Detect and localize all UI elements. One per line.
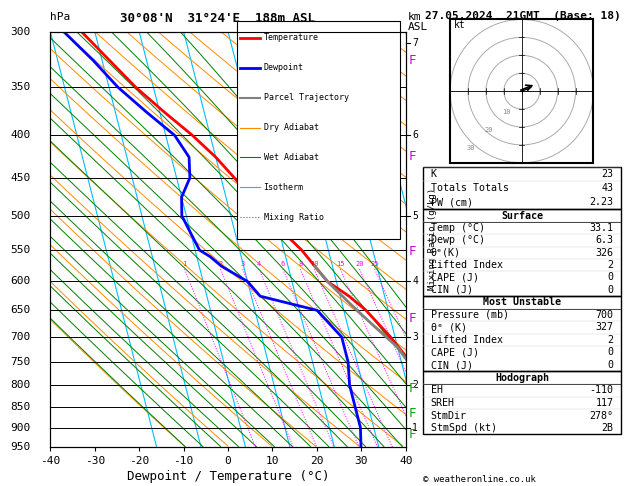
Text: 500: 500 bbox=[11, 211, 31, 221]
Text: 700: 700 bbox=[596, 310, 613, 320]
Text: 10: 10 bbox=[502, 109, 511, 115]
FancyBboxPatch shape bbox=[237, 21, 401, 239]
Text: 650: 650 bbox=[11, 305, 31, 315]
Text: 326: 326 bbox=[596, 248, 613, 258]
Text: Wet Adiabat: Wet Adiabat bbox=[264, 153, 318, 162]
Text: F: F bbox=[408, 382, 416, 396]
Text: 4: 4 bbox=[257, 261, 261, 267]
Text: 0: 0 bbox=[608, 347, 613, 358]
Text: F: F bbox=[408, 407, 416, 420]
Text: PW (cm): PW (cm) bbox=[431, 197, 472, 208]
Text: 15: 15 bbox=[336, 261, 345, 267]
Text: 2: 2 bbox=[218, 261, 223, 267]
Text: 550: 550 bbox=[11, 245, 31, 255]
Text: 43: 43 bbox=[601, 183, 613, 193]
Text: CIN (J): CIN (J) bbox=[431, 360, 472, 370]
Text: Mixing Ratio: Mixing Ratio bbox=[264, 213, 323, 222]
Text: 6.3: 6.3 bbox=[596, 235, 613, 245]
Text: 950: 950 bbox=[11, 442, 31, 452]
Text: 1: 1 bbox=[182, 261, 187, 267]
Text: km: km bbox=[408, 12, 421, 22]
Text: 6: 6 bbox=[412, 130, 418, 140]
Text: F: F bbox=[408, 150, 416, 163]
Text: Totals Totals: Totals Totals bbox=[431, 183, 509, 193]
Text: F: F bbox=[408, 245, 416, 259]
Text: Dewpoint: Dewpoint bbox=[264, 63, 304, 72]
Text: 2B: 2B bbox=[601, 423, 613, 433]
Text: 10: 10 bbox=[310, 261, 318, 267]
Text: CIN (J): CIN (J) bbox=[431, 285, 472, 295]
Text: 117: 117 bbox=[596, 398, 613, 408]
Text: © weatheronline.co.uk: © weatheronline.co.uk bbox=[423, 474, 535, 484]
Text: 4: 4 bbox=[412, 277, 418, 286]
Text: 25: 25 bbox=[370, 261, 379, 267]
Text: 6: 6 bbox=[281, 261, 285, 267]
Text: ASL: ASL bbox=[408, 22, 428, 32]
Text: 278°: 278° bbox=[589, 411, 613, 420]
Text: StmDir: StmDir bbox=[431, 411, 467, 420]
Text: Most Unstable: Most Unstable bbox=[483, 297, 561, 307]
Text: -110: -110 bbox=[589, 385, 613, 395]
Text: 20: 20 bbox=[355, 261, 364, 267]
Text: 300: 300 bbox=[11, 27, 31, 36]
Text: 0: 0 bbox=[608, 360, 613, 370]
Text: 1: 1 bbox=[412, 423, 418, 433]
Text: θᵉ(K): θᵉ(K) bbox=[431, 248, 460, 258]
Text: 350: 350 bbox=[11, 82, 31, 92]
Text: 8: 8 bbox=[298, 261, 303, 267]
Text: 400: 400 bbox=[11, 130, 31, 140]
Text: hPa: hPa bbox=[50, 12, 70, 22]
Text: 600: 600 bbox=[11, 277, 31, 286]
Text: Isotherm: Isotherm bbox=[264, 183, 304, 192]
Text: CAPE (J): CAPE (J) bbox=[431, 347, 479, 358]
Text: 0: 0 bbox=[608, 273, 613, 282]
Text: 27.05.2024  21GMT  (Base: 18): 27.05.2024 21GMT (Base: 18) bbox=[425, 11, 620, 21]
Text: 850: 850 bbox=[11, 402, 31, 412]
Text: 5: 5 bbox=[412, 211, 418, 221]
Text: 2: 2 bbox=[412, 380, 418, 390]
Text: Dewp (°C): Dewp (°C) bbox=[431, 235, 484, 245]
Text: 450: 450 bbox=[11, 173, 31, 183]
Text: Temperature: Temperature bbox=[264, 34, 318, 42]
Text: 30: 30 bbox=[466, 145, 475, 151]
Text: EH: EH bbox=[431, 385, 443, 395]
Text: F: F bbox=[408, 428, 416, 441]
Text: 23: 23 bbox=[601, 169, 613, 179]
Text: 2.23: 2.23 bbox=[589, 197, 613, 208]
Text: StmSpd (kt): StmSpd (kt) bbox=[431, 423, 497, 433]
Text: Temp (°C): Temp (°C) bbox=[431, 223, 484, 233]
Text: kt: kt bbox=[454, 20, 465, 31]
Text: F: F bbox=[408, 312, 416, 325]
Text: θᵉ (K): θᵉ (K) bbox=[431, 322, 467, 332]
Text: Dry Adiabat: Dry Adiabat bbox=[264, 123, 318, 132]
Text: Mixing Ratio (g/kg): Mixing Ratio (g/kg) bbox=[428, 188, 437, 291]
Text: Pressure (mb): Pressure (mb) bbox=[431, 310, 509, 320]
Text: SREH: SREH bbox=[431, 398, 455, 408]
Text: 700: 700 bbox=[11, 332, 31, 342]
Text: 2: 2 bbox=[608, 335, 613, 345]
Text: 900: 900 bbox=[11, 423, 31, 433]
Text: 33.1: 33.1 bbox=[589, 223, 613, 233]
Text: 327: 327 bbox=[596, 322, 613, 332]
Text: CAPE (J): CAPE (J) bbox=[431, 273, 479, 282]
Text: 3: 3 bbox=[241, 261, 245, 267]
Text: 30°08'N  31°24'E  188m ASL: 30°08'N 31°24'E 188m ASL bbox=[120, 12, 314, 25]
Text: Lifted Index: Lifted Index bbox=[431, 260, 503, 270]
Text: Hodograph: Hodograph bbox=[495, 373, 549, 382]
Text: 0: 0 bbox=[608, 285, 613, 295]
Text: 800: 800 bbox=[11, 380, 31, 390]
Text: Surface: Surface bbox=[501, 210, 543, 221]
Text: K: K bbox=[431, 169, 437, 179]
Text: 7: 7 bbox=[412, 38, 418, 49]
Text: Parcel Trajectory: Parcel Trajectory bbox=[264, 93, 348, 102]
Text: F: F bbox=[408, 54, 416, 67]
Text: 20: 20 bbox=[484, 127, 493, 133]
Text: 2: 2 bbox=[608, 260, 613, 270]
X-axis label: Dewpoint / Temperature (°C): Dewpoint / Temperature (°C) bbox=[127, 470, 329, 483]
Text: Lifted Index: Lifted Index bbox=[431, 335, 503, 345]
Text: 750: 750 bbox=[11, 357, 31, 367]
Text: 3: 3 bbox=[412, 332, 418, 342]
